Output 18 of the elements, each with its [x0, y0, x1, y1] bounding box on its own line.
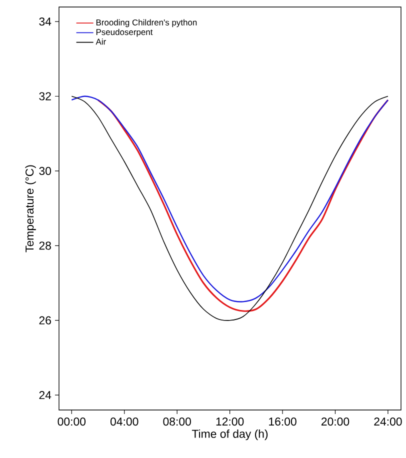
- y-tick-label: 34: [39, 18, 52, 26]
- x-tick-label: 00:00: [58, 418, 86, 426]
- x-tick-label: 04:00: [110, 418, 138, 426]
- legend-label: Pseudoserpent: [96, 28, 153, 37]
- x-tick-label: 16:00: [269, 418, 296, 426]
- x-tick-label: 12:00: [216, 418, 244, 426]
- y-tick-label: 32: [39, 92, 51, 100]
- y-tick-label: 30: [39, 166, 52, 176]
- y-tick-label: 26: [39, 316, 51, 324]
- y-axis-title: Temperature (°C): [25, 165, 36, 252]
- legend-label: Brooding Children's python: [96, 19, 197, 28]
- y-tick-label: 28: [39, 242, 51, 250]
- x-axis-title: Time of day (h): [192, 429, 268, 440]
- x-tick-label: 20:00: [321, 418, 350, 426]
- x-tick-label: 24:00: [374, 418, 402, 426]
- legend-label: Air: [96, 38, 106, 45]
- x-tick-label: 08:00: [163, 418, 191, 426]
- y-tick-label: 24: [39, 391, 52, 400]
